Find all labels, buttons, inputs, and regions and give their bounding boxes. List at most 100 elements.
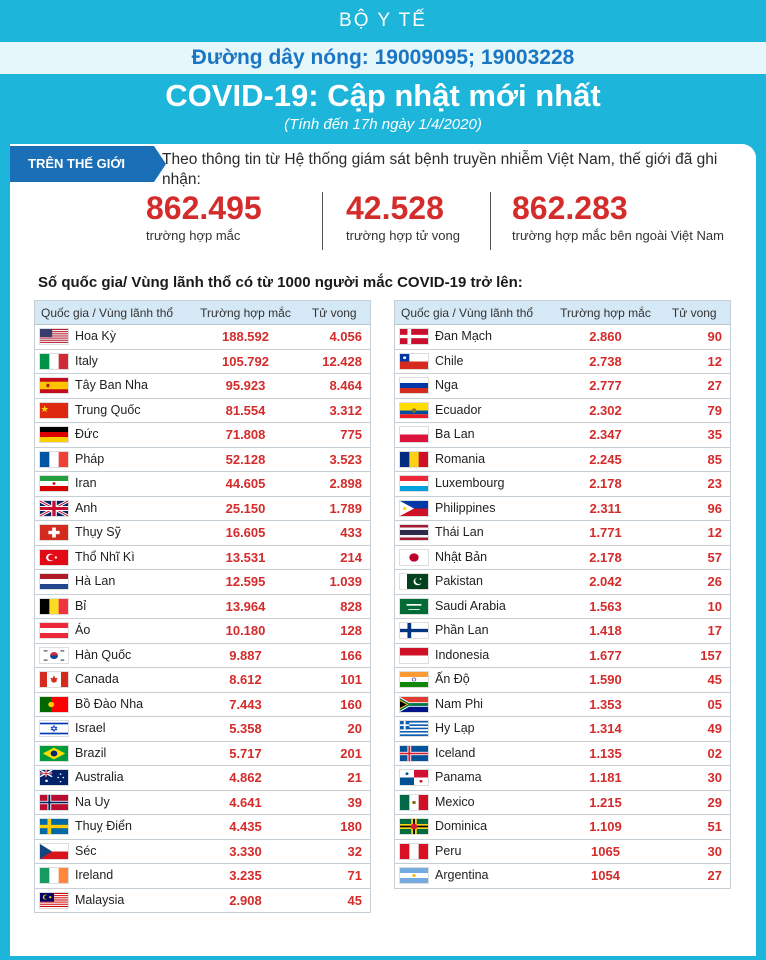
brazil-flag-icon <box>39 744 69 762</box>
cases-cell: 95.923 <box>192 373 299 399</box>
country-cell: Thổ Nhĩ Kì <box>34 545 193 570</box>
total-cases-label: trường hợp mắc <box>146 228 241 243</box>
mexico-flag-icon <box>399 793 429 811</box>
table-row: Ecuador 2.302 79 <box>394 398 731 423</box>
table-row: Australia 4.862 21 <box>34 765 371 791</box>
cases-cell: 1.677 <box>552 643 659 668</box>
deaths-cell: 30 <box>658 839 731 864</box>
thailand-flag-icon <box>399 524 429 542</box>
table-row: Iceland 1.135 02 <box>394 741 731 766</box>
country-name: Hàn Quốc <box>75 647 132 662</box>
cases-cell: 9.887 <box>192 643 299 668</box>
table-header-row: Quốc gia / Vùng lãnh thổ Trường hợp mắc … <box>394 300 731 325</box>
country-name: Philippines <box>435 500 496 515</box>
country-cell: Bồ Đào Nha <box>34 692 193 717</box>
luxembourg-flag-icon <box>399 475 429 493</box>
country-cell: Hà Lan <box>34 569 193 595</box>
country-name: Đức <box>75 427 99 442</box>
country-name: Ba Lan <box>435 427 475 442</box>
turkey-flag-icon <box>39 548 69 566</box>
table-row: Đức 71.808 775 <box>34 422 371 448</box>
deaths-cell: 35 <box>658 422 731 448</box>
russia-flag-icon <box>399 377 429 395</box>
country-name: Dominica <box>435 819 488 834</box>
table-row: Hoa Kỳ 188.592 4.056 <box>34 324 371 350</box>
cases-cell: 1.314 <box>552 716 659 742</box>
deaths-cell: 101 <box>298 667 371 693</box>
deaths-cell: 828 <box>298 594 371 619</box>
country-cell: Tây Ban Nha <box>34 373 193 399</box>
cases-cell: 1065 <box>552 839 659 864</box>
deaths-cell: 90 <box>658 324 731 350</box>
deaths-cell: 17 <box>658 618 731 644</box>
table-row: Malaysia 2.908 45 <box>34 888 371 913</box>
table-row: Thụy Sỹ 16.605 433 <box>34 520 371 546</box>
world-section-tab: TRÊN THẾ GIỚI <box>10 146 166 182</box>
deaths-cell: 201 <box>298 741 371 766</box>
deaths-cell: 27 <box>658 863 731 889</box>
table-row: Áo 10.180 128 <box>34 618 371 644</box>
country-column-header: Quốc gia / Vùng lãnh thổ <box>34 300 193 325</box>
cases-cell: 5.358 <box>192 716 299 742</box>
deaths-cell: 160 <box>298 692 371 717</box>
deaths-cell: 128 <box>298 618 371 644</box>
country-cell: Phần Lan <box>394 618 553 644</box>
deaths-cell: 1.789 <box>298 496 371 521</box>
country-column-header: Quốc gia / Vùng lãnh thổ <box>394 300 553 325</box>
cases-cell: 1.563 <box>552 594 659 619</box>
deaths-cell: 10 <box>658 594 731 619</box>
country-cell: Thái Lan <box>394 520 553 546</box>
country-name: Luxembourg <box>435 476 505 491</box>
table-row: Mexico 1.215 29 <box>394 790 731 815</box>
outside-vietnam-label: trường hợp mắc bên ngoài Việt Nam <box>512 228 724 243</box>
pakistan-flag-icon <box>399 573 429 591</box>
stat-divider <box>490 192 491 250</box>
australia-flag-icon <box>39 769 69 787</box>
country-name: Australia <box>75 770 124 785</box>
south-korea-flag-icon <box>39 646 69 664</box>
cases-cell: 2.042 <box>552 569 659 595</box>
stat-divider <box>322 192 323 250</box>
deaths-cell: 21 <box>298 765 371 791</box>
country-cell: Brazil <box>34 741 193 766</box>
table-row: Ấn Độ 1.590 45 <box>394 667 731 693</box>
cases-cell: 1054 <box>552 863 659 889</box>
cases-cell: 13.531 <box>192 545 299 570</box>
country-cell: Iran <box>34 471 193 497</box>
country-name: Hoa Kỳ <box>75 329 116 344</box>
country-cell: Indonesia <box>394 643 553 668</box>
argentina-flag-icon <box>399 867 429 885</box>
cases-cell: 13.964 <box>192 594 299 619</box>
country-name: Chile <box>435 353 464 368</box>
country-cell: Na Uy <box>34 790 193 815</box>
cases-cell: 4.862 <box>192 765 299 791</box>
deaths-cell: 4.056 <box>298 324 371 350</box>
country-cell: Pakistan <box>394 569 553 595</box>
sweden-flag-icon <box>39 818 69 836</box>
country-name: Đan Mạch <box>435 329 492 344</box>
country-name: Mexico <box>435 794 475 809</box>
cases-column-header: Trường hợp mắc <box>192 300 299 325</box>
cases-cell: 8.612 <box>192 667 299 693</box>
japan-flag-icon <box>399 548 429 566</box>
chile-flag-icon <box>399 352 429 370</box>
table-row: Ireland 3.235 71 <box>34 863 371 889</box>
country-cell: Trung Quốc <box>34 398 193 423</box>
country-name: Anh <box>75 500 98 515</box>
country-cell: Nga <box>394 373 553 399</box>
table-row: Nam Phi 1.353 05 <box>394 692 731 717</box>
country-cell: Hy Lạp <box>394 716 553 742</box>
south-africa-flag-icon <box>399 695 429 713</box>
country-name: Trung Quốc <box>75 402 141 417</box>
country-name: Phần Lan <box>435 623 489 638</box>
cases-cell: 44.605 <box>192 471 299 497</box>
cases-cell: 1.771 <box>552 520 659 546</box>
cases-cell: 2.178 <box>552 545 659 570</box>
table-row: Philippines 2.311 96 <box>394 496 731 521</box>
country-cell: Malaysia <box>34 888 193 913</box>
country-name: Thổ Nhĩ Kì <box>75 549 135 564</box>
cases-cell: 2.908 <box>192 888 299 913</box>
spain-flag-icon <box>39 377 69 395</box>
table-row: Iran 44.605 2.898 <box>34 471 371 497</box>
cases-cell: 71.808 <box>192 422 299 448</box>
